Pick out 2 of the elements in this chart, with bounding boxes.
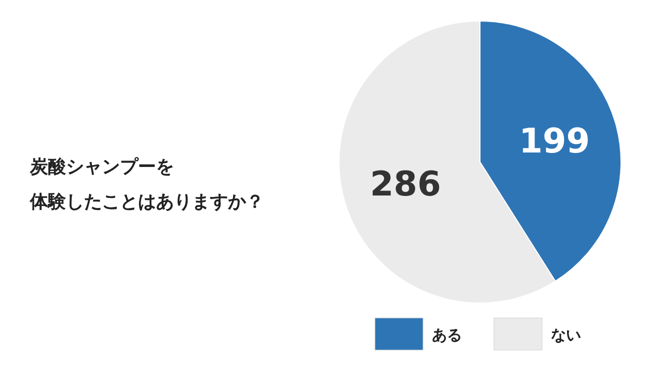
- title: 体験したことはありますか？: [30, 192, 264, 212]
- title: 炭酸シャンプーを: [30, 156, 174, 178]
